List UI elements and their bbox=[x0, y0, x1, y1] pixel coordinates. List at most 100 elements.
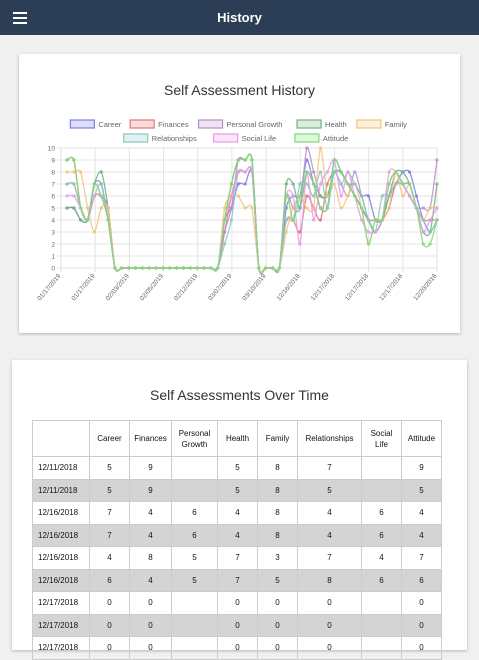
menu-icon[interactable] bbox=[13, 12, 27, 24]
table-header-row: Career Finances Personal Growth Health Famil… bbox=[32, 420, 442, 457]
data-point bbox=[366, 242, 371, 246]
table-cell: 7 bbox=[217, 568, 258, 592]
data-point bbox=[222, 242, 227, 246]
table-cell: 6 bbox=[401, 568, 442, 592]
data-point bbox=[79, 170, 83, 174]
table-cell: 8 bbox=[129, 546, 172, 570]
table-cell: 0 bbox=[129, 613, 172, 637]
date-cell: 12/11/2018 bbox=[32, 456, 90, 480]
table-row: 12/11/2018 5 9 5 8 7 9 bbox=[32, 456, 442, 480]
data-point bbox=[92, 194, 97, 198]
table-cell: 6 bbox=[171, 523, 218, 547]
table-cell: 9 bbox=[129, 456, 172, 480]
data-point bbox=[394, 170, 398, 174]
legend-swatch bbox=[356, 119, 382, 129]
table-cell: 4 bbox=[217, 523, 258, 547]
table-cell: 3 bbox=[257, 546, 298, 570]
table-cell bbox=[171, 591, 218, 615]
table-cell: 8 bbox=[257, 501, 298, 525]
x-tick-label: 02/05/2019 bbox=[139, 273, 166, 303]
date-cell: 12/11/2018 bbox=[32, 478, 90, 502]
data-point bbox=[147, 266, 151, 270]
data-point bbox=[407, 194, 412, 198]
data-point bbox=[407, 170, 412, 174]
data-point bbox=[339, 206, 343, 210]
table-cell: 0 bbox=[297, 613, 362, 637]
table-cell: 5 bbox=[257, 568, 298, 592]
x-tick-label: 02/12/2019 bbox=[173, 273, 200, 303]
chart-title: Self Assessment History bbox=[164, 82, 315, 98]
data-point bbox=[312, 218, 316, 222]
table-cell: 7 bbox=[217, 546, 258, 570]
data-point bbox=[428, 206, 432, 210]
table-cell: 5 bbox=[89, 456, 130, 480]
data-point bbox=[106, 218, 110, 222]
data-point bbox=[325, 170, 330, 174]
table-cell: 4 bbox=[401, 501, 442, 525]
data-point bbox=[99, 170, 103, 174]
legend-swatch bbox=[129, 119, 155, 129]
table-row: 12/11/2018 5 9 5 8 5 5 bbox=[32, 478, 442, 502]
data-point bbox=[79, 206, 83, 210]
x-tick-label: 12/20/2018 bbox=[412, 273, 439, 303]
table-row: 12/17/2018 0 0 0 0 0 0 bbox=[32, 613, 442, 637]
data-point bbox=[277, 266, 282, 270]
y-tick-label: 6 bbox=[51, 194, 55, 201]
chart-card: Self Assessment History Career Finances Pe… bbox=[19, 54, 460, 333]
data-point bbox=[188, 266, 192, 270]
data-point bbox=[332, 182, 336, 186]
y-tick-label: 2 bbox=[51, 242, 55, 249]
table-cell: 6 bbox=[89, 568, 130, 592]
data-point bbox=[366, 194, 371, 198]
legend-swatch bbox=[197, 119, 224, 129]
data-point bbox=[332, 170, 336, 174]
data-point bbox=[407, 182, 412, 186]
data-point bbox=[298, 182, 302, 186]
data-point bbox=[353, 170, 357, 174]
data-point bbox=[250, 158, 254, 162]
y-tick-label: 3 bbox=[51, 230, 55, 237]
data-point bbox=[373, 230, 377, 234]
x-tick-label: 12/16/2018 bbox=[276, 273, 303, 303]
table-cell: 4 bbox=[129, 568, 172, 592]
x-tick-label: 03/07/2019 bbox=[207, 273, 234, 303]
data-point bbox=[72, 206, 76, 210]
table-cell bbox=[171, 478, 218, 502]
date-cell: 12/16/2018 bbox=[32, 546, 90, 570]
column-header bbox=[32, 420, 90, 457]
date-cell: 12/16/2018 bbox=[32, 501, 90, 525]
data-point bbox=[284, 194, 288, 198]
data-point bbox=[229, 194, 234, 198]
table-cell: 4 bbox=[297, 501, 362, 525]
data-point bbox=[401, 194, 405, 198]
table-row: 12/16/2018 7 4 6 4 8 4 6 4 bbox=[32, 523, 442, 547]
data-point bbox=[414, 206, 419, 210]
table-cell: 7 bbox=[401, 546, 442, 570]
table-cell bbox=[361, 478, 402, 502]
table-row: 12/16/2018 4 8 5 7 3 7 4 7 bbox=[32, 546, 442, 570]
data-point bbox=[421, 218, 425, 222]
table-card: Self Assessments Over Time Career Finance… bbox=[12, 360, 467, 660]
table-cell: 5 bbox=[89, 478, 130, 502]
data-point bbox=[291, 218, 295, 222]
data-point bbox=[312, 182, 316, 186]
table-cell: 8 bbox=[257, 523, 298, 547]
line-chart: Career Finances Personal Growth Health Famil… bbox=[36, 119, 439, 303]
y-tick-label: 0 bbox=[51, 266, 55, 273]
data-point bbox=[236, 170, 240, 174]
data-point bbox=[353, 182, 357, 186]
data-point bbox=[312, 170, 316, 174]
table-cell: 9 bbox=[129, 478, 172, 502]
data-point bbox=[305, 194, 309, 198]
data-point bbox=[174, 266, 179, 270]
data-point bbox=[161, 266, 165, 270]
y-tick-label: 4 bbox=[51, 218, 55, 225]
legend-label: Relationships bbox=[152, 134, 197, 143]
table-cell: 7 bbox=[89, 501, 130, 525]
app-bar: History bbox=[0, 0, 479, 35]
table-cell bbox=[171, 613, 218, 637]
table-cell: 0 bbox=[89, 613, 130, 637]
data-point bbox=[332, 158, 336, 162]
data-point bbox=[65, 170, 69, 174]
table-cell: 4 bbox=[89, 546, 130, 570]
